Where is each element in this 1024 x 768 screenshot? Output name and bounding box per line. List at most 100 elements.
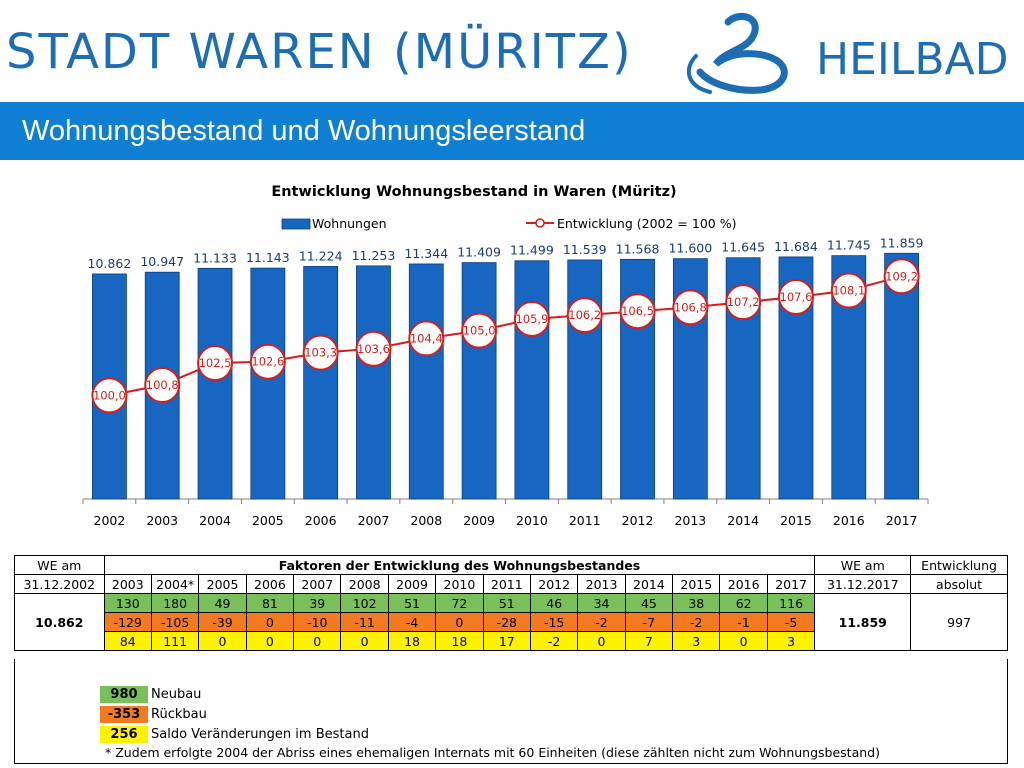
bar-value-label: 11.143 (246, 250, 290, 265)
neubau-cell: 130 (103, 593, 152, 613)
neubau-cell: 45 (624, 593, 674, 613)
year-cell: 2004* (150, 574, 200, 594)
trend-line (109, 275, 902, 397)
development-table-section: WE am Faktoren der Entwicklung des Wohnu… (14, 555, 1008, 764)
x-tick-label: 2006 (305, 513, 337, 528)
bar (514, 260, 550, 500)
trend-marker (672, 289, 709, 326)
legend-rueckbau-label: Rückbau (151, 706, 207, 722)
rueckbau-cell: 0 (245, 612, 295, 632)
x-tick-label: 2015 (780, 513, 812, 528)
trend-value-label: 104,4 (410, 331, 443, 345)
trend-marker (249, 343, 286, 380)
neubau-row: 10.862 130 180 49 81 39 102 51 72 51 46 34 45 38 62 11… (14, 593, 1008, 651)
saldo-cell: 0 (719, 631, 768, 651)
bar-value-label: 11.568 (616, 241, 660, 256)
neubau-cell: 81 (245, 593, 295, 613)
year-cell: 2015 (672, 574, 721, 594)
title-bar: Wohnungsbestand und Wohnungsleerstand (0, 102, 1024, 160)
we-2002-date: 31.12.2002 (14, 574, 105, 594)
trend-value-label: 107,6 (780, 290, 813, 304)
rueckbau-cell: -2 (672, 612, 721, 632)
year-cell: 2009 (387, 574, 437, 594)
saldo-row: 84 111 0 0 0 0 18 18 17 -2 0 7 3 0 3 (15, 631, 1008, 651)
neubau-cell: 49 (198, 593, 247, 613)
legend-rueckbau-value: -353 (100, 705, 148, 723)
rueckbau-cell: -1 (719, 612, 768, 632)
year-cell: 2003 (103, 574, 152, 594)
rueckbau-cell: -10 (293, 612, 342, 632)
rueckbau-cell: -39 (198, 612, 247, 632)
year-cell: 2011 (482, 574, 531, 594)
x-tick-label: 2016 (833, 513, 865, 528)
neubau-cell: 51 (387, 593, 437, 613)
trend-marker (91, 377, 128, 414)
saldo-cell: 111 (150, 631, 200, 651)
rueckbau-cell: -28 (482, 612, 531, 632)
trend-value-label: 106,5 (621, 304, 654, 318)
trend-marker (513, 300, 550, 337)
saldo-cell: -2 (529, 631, 579, 651)
bar (408, 263, 444, 500)
x-tick-label: 2004 (199, 513, 231, 528)
neubau-cell: 180 (150, 593, 200, 613)
trend-marker (355, 330, 392, 367)
trend-marker (408, 320, 445, 357)
bar-value-label: 11.133 (193, 250, 237, 265)
x-tick-label: 2002 (94, 513, 126, 528)
neubau-cell: 116 (766, 593, 816, 613)
legend-saldo: 256 Saldo Veränderungen im Bestand (100, 725, 369, 743)
bar-value-label: 11.539 (563, 242, 607, 257)
rueckbau-cell: -11 (340, 612, 389, 632)
we-2002-value: 10.862 (14, 593, 105, 651)
neubau-cell: 39 (293, 593, 342, 613)
legend-saldo-label: Saldo Veränderungen im Bestand (151, 726, 369, 742)
bar-value-label: 11.253 (352, 248, 396, 263)
saldo-cell: 18 (435, 631, 484, 651)
year-cell: 2007 (293, 574, 342, 594)
year-cell: 2014 (624, 574, 674, 594)
x-tick-label: 2013 (674, 513, 706, 528)
bar (461, 262, 497, 500)
bar-value-label: 11.600 (668, 241, 712, 256)
bar-value-label: 10.947 (140, 254, 184, 269)
trend-marker (566, 297, 603, 334)
saldo-cell: 3 (672, 631, 721, 651)
x-tick-label: 2007 (358, 513, 390, 528)
trend-value-label: 103,6 (357, 342, 390, 356)
legend-neubau: 980 Neubau (100, 685, 201, 703)
x-tick-label: 2010 (516, 513, 548, 528)
entwicklung-value: 997 (910, 593, 1008, 651)
trend-marker (725, 284, 762, 321)
x-tick-label: 2017 (886, 513, 918, 528)
entwicklung-subheader: absolut (910, 574, 1008, 594)
year-cell: 2013 (577, 574, 626, 594)
bar-value-label: 11.859 (880, 235, 924, 250)
x-tick-label: 2011 (569, 513, 601, 528)
legend-label-bar: Wohnungen (312, 216, 387, 231)
saldo-cell: 18 (387, 631, 437, 651)
rueckbau-cell: -105 (150, 612, 200, 632)
saldo-cell: 0 (577, 631, 626, 651)
bar-value-label: 11.645 (721, 240, 765, 255)
legend-saldo-value: 256 (100, 725, 148, 743)
bar (303, 266, 339, 500)
entwicklung-header: Entwicklung (910, 555, 1008, 575)
trend-value-label: 107,2 (727, 295, 760, 309)
trend-marker (619, 293, 656, 330)
footnote: * Zudem erfolgte 2004 der Abriss eines e… (105, 745, 880, 760)
years-row: 31.12.2002 2003 2004* 2005 2006 2007 2008 2009… (14, 574, 1008, 594)
x-tick-label: 2005 (252, 513, 284, 528)
neubau-cell: 46 (529, 593, 579, 613)
rueckbau-cell: 0 (435, 612, 484, 632)
rueckbau-cell: -129 (103, 612, 152, 632)
development-table: WE am Faktoren der Entwicklung des Wohnu… (14, 555, 1008, 651)
saldo-cell: 84 (103, 631, 152, 651)
page-title: Wohnungsbestand und Wohnungsleerstand (22, 115, 586, 147)
trend-value-label: 100,0 (93, 388, 126, 402)
saldo-cell: 0 (293, 631, 342, 651)
legend-swatch-marker (535, 218, 545, 228)
trend-value-label: 102,5 (199, 356, 232, 370)
bar-value-label: 11.224 (299, 248, 343, 263)
rueckbau-cell: -5 (766, 612, 816, 632)
